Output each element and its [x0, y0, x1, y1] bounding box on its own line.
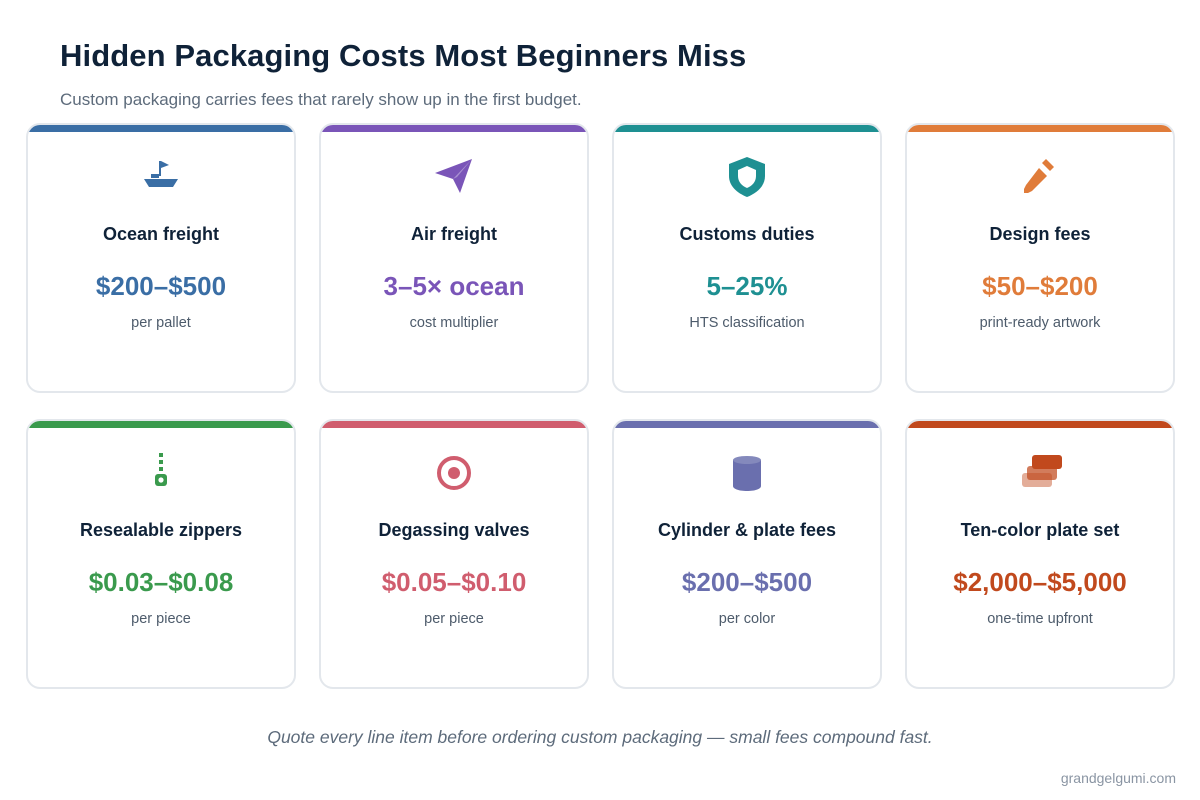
card-ocean-freight: Ocean freight $200–$500 per pallet: [26, 123, 296, 393]
card-value: $50–$200: [982, 271, 1098, 301]
card-title: Ten-color plate set: [960, 520, 1120, 540]
card-air-freight: Air freight 3–5× ocean cost multiplier: [319, 123, 589, 393]
zipper-icon: [139, 451, 183, 495]
card-subtitle: per pallet: [131, 315, 191, 331]
card-degassing-valves: Degassing valves $0.05–$0.10 per piece: [319, 419, 589, 689]
card-accent-bar: [321, 125, 587, 132]
card-value: $0.03–$0.08: [88, 567, 234, 597]
cost-card-grid: Ocean freight $200–$500 per pallet Air f…: [26, 123, 1175, 689]
pencil-icon: [1018, 155, 1062, 199]
card-title: Resealable zippers: [79, 520, 243, 540]
card-customs-duties: Customs duties 5–25% HTS classification: [612, 123, 882, 393]
card-value: 5–25%: [706, 271, 788, 301]
card-title: Ocean freight: [102, 224, 220, 244]
card-accent-bar: [907, 421, 1173, 428]
page-title: Hidden Packaging Costs Most Beginners Mi…: [60, 38, 747, 73]
card-accent-bar: [28, 421, 294, 428]
card-title: Air freight: [410, 224, 497, 244]
card-accent-bar: [321, 421, 587, 428]
stacked-plates-icon: [1018, 451, 1062, 495]
card-subtitle: print-ready artwork: [979, 315, 1101, 331]
card-design-fees: Design fees $50–$200 print-ready artwork: [905, 123, 1175, 393]
card-title: Cylinder & plate fees: [657, 520, 837, 540]
valve-target-icon: [432, 451, 476, 495]
card-value: $200–$500: [681, 567, 813, 597]
card-subtitle: per color: [718, 611, 776, 627]
card-value: $200–$500: [95, 271, 227, 301]
shield-icon: [725, 155, 769, 199]
page-subtitle: Custom packaging carries fees that rarel…: [60, 90, 582, 109]
card-accent-bar: [28, 125, 294, 132]
card-resealable-zippers: Resealable zippers $0.03–$0.08 per piece: [26, 419, 296, 689]
card-value: 3–5× ocean: [383, 271, 525, 301]
card-cylinder-plate-fees: Cylinder & plate fees $200–$500 per colo…: [612, 419, 882, 689]
card-accent-bar: [614, 421, 880, 428]
paper-plane-icon: [432, 155, 476, 199]
card-title: Customs duties: [679, 224, 815, 244]
cylinder-icon: [725, 451, 769, 495]
card-title: Degassing valves: [378, 520, 530, 540]
card-value: $0.05–$0.10: [381, 567, 527, 597]
card-subtitle: one-time upfront: [987, 611, 1093, 627]
footer-note: Quote every line item before ordering cu…: [267, 727, 933, 747]
card-subtitle: HTS classification: [689, 315, 805, 331]
ship-icon: [139, 155, 183, 199]
card-title: Design fees: [989, 224, 1091, 244]
card-subtitle: per piece: [131, 611, 191, 627]
card-subtitle: per piece: [424, 611, 484, 627]
card-accent-bar: [907, 125, 1173, 132]
card-ten-color-plate-set: Ten-color plate set $2,000–$5,000 one-ti…: [905, 419, 1175, 689]
card-value: $2,000–$5,000: [953, 567, 1127, 597]
site-credit: grandgelgumi.com: [1060, 770, 1176, 786]
card-accent-bar: [614, 125, 880, 132]
card-subtitle: cost multiplier: [409, 315, 499, 331]
